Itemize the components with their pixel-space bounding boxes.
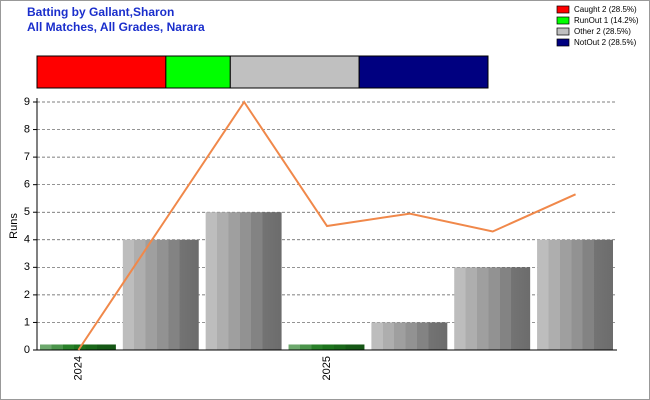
legend-label: Other 2 (28.5%) [574, 27, 631, 36]
strip-segment [358, 55, 489, 89]
y-tick-label: 1 [24, 316, 30, 328]
legend-label: Caught 2 (28.5%) [574, 5, 637, 14]
y-tick-label: 2 [24, 289, 30, 301]
legend-swatch [556, 38, 570, 47]
bar-shade [288, 344, 365, 350]
chart-subtitle: All Matches, All Grades, Narara [27, 20, 205, 34]
y-tick-label: 4 [24, 234, 30, 246]
legend-swatch [556, 27, 570, 36]
bar-shade [40, 344, 116, 350]
bar-shade [205, 212, 282, 350]
bar-shade [454, 267, 531, 350]
y-tick-label: 8 [24, 123, 30, 135]
strip-segment [165, 55, 231, 89]
y-tick-label: 5 [24, 206, 30, 218]
bar-shade [537, 239, 613, 350]
legend-swatch [556, 16, 570, 25]
bar-shade [371, 322, 448, 350]
strip-segment [36, 55, 167, 89]
legend-label: RunOut 1 (14.2%) [574, 16, 639, 25]
y-tick-label: 6 [24, 179, 30, 191]
trend-line [77, 100, 576, 351]
legend-swatch [556, 5, 570, 14]
y-tick-label: 7 [24, 151, 30, 163]
bar-shade [122, 239, 199, 350]
strip-segment [229, 55, 360, 89]
legend-label: NotOut 2 (28.5%) [574, 38, 637, 47]
y-tick-label: 9 [24, 96, 30, 108]
x-tick-label: 2024 [72, 356, 84, 380]
x-tick-label: 2025 [321, 356, 333, 380]
y-tick-label: 0 [24, 344, 30, 356]
chart-title: Batting by Gallant,Sharon [27, 5, 174, 19]
y-tick-label: 3 [24, 261, 30, 273]
y-axis-label: Runs [8, 213, 20, 239]
